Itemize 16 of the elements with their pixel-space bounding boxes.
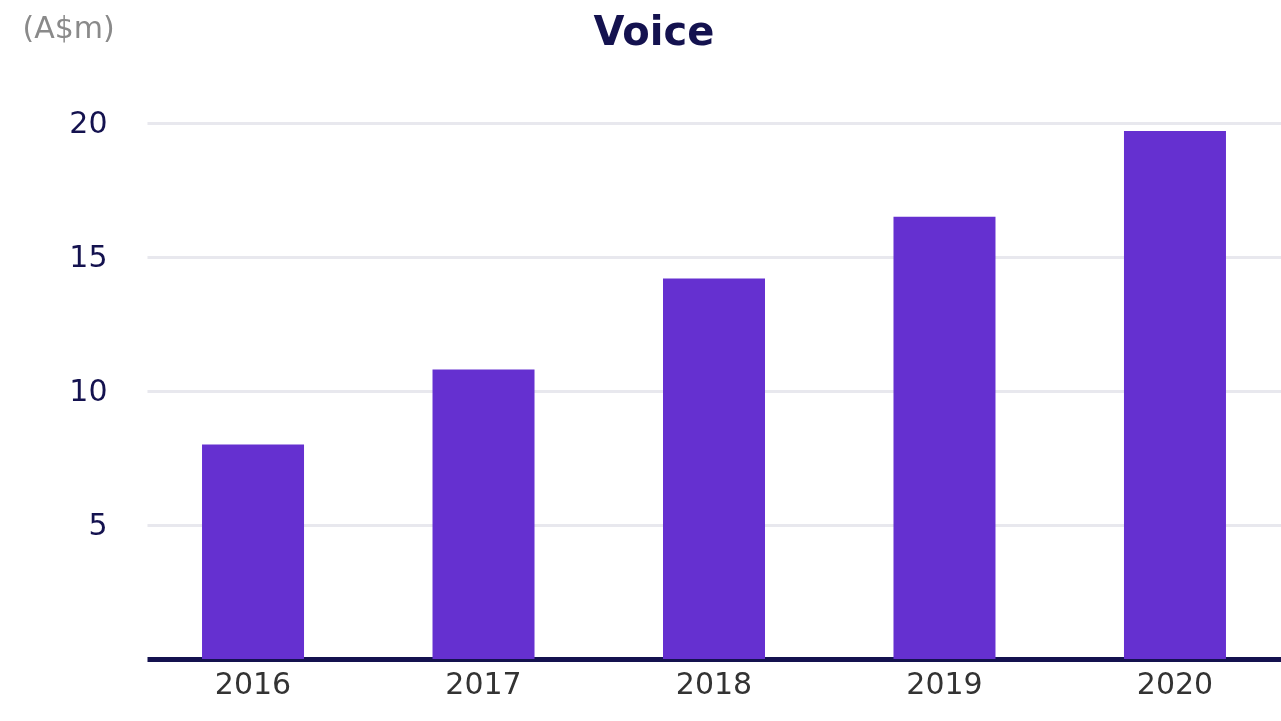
x-tick-label: 2016 — [214, 665, 292, 701]
x-tick-label: 2017 — [445, 665, 522, 701]
y-axis-title: (A$m) — [22, 9, 115, 45]
y-tick-label: 10 — [69, 372, 108, 408]
bar — [202, 444, 305, 659]
x-tick-label: 2019 — [906, 665, 983, 701]
chart-title: Voice — [593, 8, 715, 54]
y-tick-label: 15 — [69, 238, 108, 274]
x-tick-label: 2018 — [675, 665, 753, 701]
bar — [893, 216, 996, 659]
y-tick-label: 20 — [69, 104, 108, 140]
bar — [432, 369, 535, 659]
y-tick-label: 5 — [88, 506, 108, 542]
bar — [663, 278, 765, 659]
x-tick-label: 2020 — [1136, 665, 1214, 701]
bar — [1123, 131, 1226, 659]
